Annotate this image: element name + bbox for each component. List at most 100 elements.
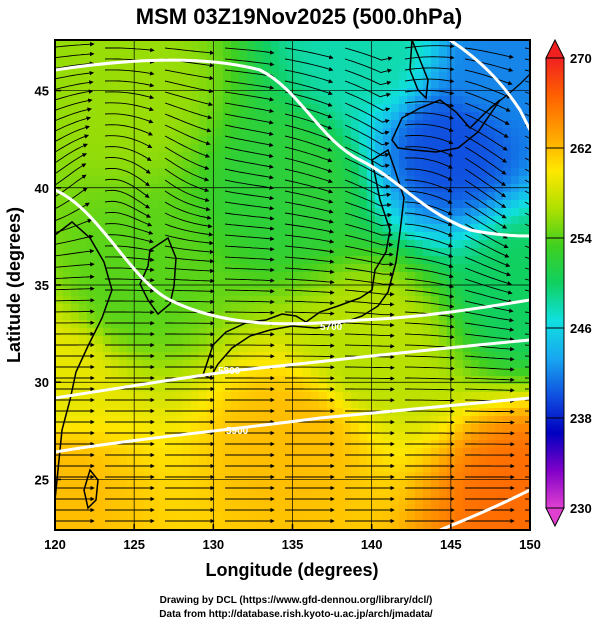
wind-streamline (404, 322, 455, 329)
wind-streamline (104, 211, 153, 227)
wind-streamline (224, 47, 275, 55)
wind-streamline (464, 135, 507, 163)
y-tick-label: 30 (35, 375, 49, 390)
contour-5800 (55, 338, 530, 400)
wind-streamline (104, 69, 155, 76)
wind-streamline (55, 116, 92, 132)
wind-streamline (284, 69, 334, 84)
wind-streamline (404, 201, 453, 215)
wind-streamline (344, 146, 390, 169)
wind-streamline (464, 58, 514, 72)
wind-streamline (464, 278, 513, 295)
wind-streamline (404, 223, 453, 237)
wind-streamline (104, 157, 151, 174)
x-tick-label: 150 (519, 537, 541, 552)
contour-northeast (449, 40, 530, 131)
wind-streamline (224, 267, 275, 273)
wind-streamline (284, 267, 335, 275)
wind-streamline (344, 190, 392, 208)
wind-streamline (404, 267, 454, 279)
wind-streamline (55, 274, 95, 280)
wind-streamline (224, 80, 275, 90)
coastline-china (55, 221, 113, 501)
wind-streamline (164, 190, 211, 212)
wind-streamline (344, 58, 392, 74)
wind-streamline (55, 218, 93, 234)
wind-streamline (404, 278, 455, 289)
wind-streamline (284, 289, 335, 295)
wind-streamline (55, 286, 95, 291)
wind-streamline (164, 278, 215, 284)
wind-streamline (344, 333, 395, 338)
wind-streamline (344, 179, 392, 198)
wind-streamline (284, 168, 333, 184)
wind-streamline (464, 388, 515, 393)
wind-streamline (55, 262, 95, 268)
wind-streamline (464, 377, 515, 383)
wind-streamline (55, 125, 91, 143)
wind-streamline (464, 146, 507, 175)
wind-streamline (224, 91, 275, 102)
wind-streamline (164, 102, 213, 120)
wind-streamline (104, 124, 153, 136)
wind-streamline (405, 387, 455, 393)
x-tick-label: 125 (123, 537, 145, 552)
wind-streamline (284, 256, 335, 264)
wind-streamline (55, 70, 95, 80)
wind-streamline (404, 256, 454, 268)
wind-streamline (55, 174, 87, 198)
wind-streamline (224, 58, 275, 67)
wind-streamline (464, 168, 507, 198)
wind-streamline (104, 80, 155, 88)
contour-label-5700: 5700 (320, 322, 343, 333)
wind-streamline (284, 190, 334, 204)
wind-streamline (55, 41, 95, 48)
wind-streamline (224, 190, 275, 201)
wind-streamline (164, 234, 214, 246)
wind-streamline (464, 47, 514, 59)
wind-streamline (284, 201, 334, 214)
wind-streamline (284, 223, 335, 234)
wind-streamline (344, 212, 393, 228)
wind-streamline (464, 113, 509, 138)
colorbar-tick-label: 246 (570, 321, 592, 336)
wind-streamline (104, 102, 154, 112)
wind-streamline (404, 66, 455, 72)
wind-streamline (224, 135, 274, 148)
wind-streamline (55, 134, 90, 153)
x-tick-label: 145 (440, 537, 462, 552)
wind-streamline (105, 299, 155, 304)
wind-streamline (344, 157, 391, 179)
wind-streamline (405, 398, 455, 403)
wind-streamline (55, 163, 87, 186)
wind-streamline (404, 234, 454, 248)
wind-streamline (55, 143, 88, 164)
colorbar-tick-label: 254 (570, 231, 592, 246)
height-contours (55, 40, 530, 530)
contour-label-5800: 5800 (218, 366, 241, 377)
wind-streamline (344, 278, 395, 287)
x-tick-label: 135 (282, 537, 304, 552)
wind-streamline (405, 179, 453, 193)
wind-streamline (344, 223, 394, 238)
wind-streamline (285, 343, 335, 348)
wind-streamline (345, 365, 395, 370)
wind-streamline (105, 267, 155, 273)
wind-streamline (404, 245, 454, 258)
wind-streamline (284, 124, 333, 141)
wind-streamline (55, 61, 95, 69)
wind-streamline (55, 80, 94, 90)
wind-streamline (285, 354, 335, 359)
wind-streamline (404, 101, 455, 108)
wind-streamline (284, 58, 334, 72)
wind-streamline (344, 322, 395, 328)
wind-streamline (224, 179, 275, 190)
wind-streamline (284, 212, 334, 224)
y-tick-label: 25 (35, 472, 49, 487)
wind-streamline (344, 168, 391, 189)
wind-streamline (464, 157, 507, 187)
wind-streamline (224, 234, 275, 242)
plot-area: 5700 5800 5900 (55, 40, 530, 530)
wind-streamline (55, 297, 95, 303)
wind-streamline (464, 69, 513, 86)
